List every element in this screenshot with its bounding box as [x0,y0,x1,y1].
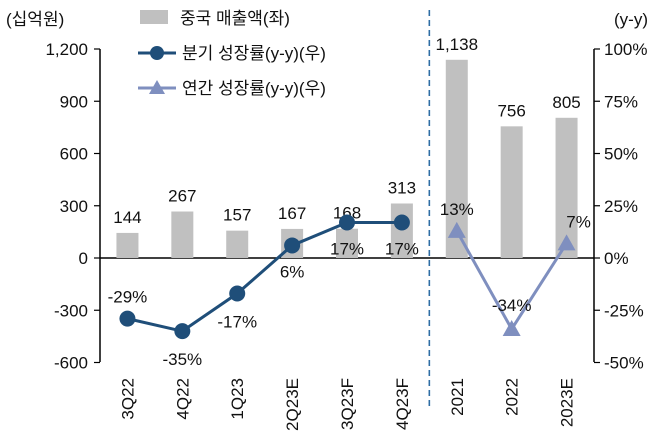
left-tick-label: -600 [54,354,88,373]
left-tick-label: 900 [60,92,88,111]
category-label: 1Q23 [228,378,247,420]
category-label: 2Q23E [283,378,302,431]
category-label: 3Q22 [118,378,137,420]
bar-2022 [500,126,523,258]
left-axis-unit-label: (십억원) [6,10,64,29]
point-marker [229,285,246,302]
bar-value-label: 805 [552,93,580,112]
legend-bar-label: 중국 매출액(좌) [180,9,290,28]
legend-annual-label: 연간 성장률(y-y)(우) [182,79,326,98]
bar-value-label: 313 [388,178,416,197]
left-tick-label: 300 [60,197,88,216]
category-label: 2021 [448,378,467,416]
legend-quarterly-marker [150,46,164,60]
legend-quarterly-label: 분기 성장률(y-y)(우) [182,44,326,63]
right-tick-label: 25% [604,197,638,216]
point-marker [393,214,410,231]
right-tick-label: 100% [604,40,647,59]
right-tick-label: 50% [604,145,638,164]
legend: 중국 매출액(좌) 분기 성장률(y-y)(우) 연간 성장률(y-y)(우) [138,9,326,98]
left-tick-label: -300 [54,301,88,320]
category-label: 3Q23F [338,378,357,430]
line-series [119,214,576,340]
point-marker [447,221,466,238]
line-quarterly [127,220,402,333]
bar-2021 [445,59,468,258]
point-value-labels: -29% -35% -17% 6% 17% 17% 13% -34% 7% [108,200,591,369]
right-tick-label: 0% [604,249,629,268]
point-value-label: 17% [330,239,364,258]
point-value-label: 17% [385,239,419,258]
bar-value-label: 144 [113,208,141,227]
category-label: 2023E [558,378,577,427]
left-axis-ticks: 1,200 900 600 300 0 -300 -600 [45,40,100,373]
right-tick-label: -50% [604,354,644,373]
bar-value-label: 157 [223,206,251,225]
bar-value-label: 267 [168,186,196,205]
category-label: 4Q23F [393,378,412,430]
bar-3Q22 [116,232,139,258]
point-marker [557,234,576,251]
right-tick-label: 75% [604,92,638,111]
bar-3Q23F [336,228,358,258]
point-marker [339,214,355,231]
point-value-label: 6% [280,262,305,281]
bar-value-label: 756 [497,101,525,120]
left-tick-label: 0 [79,249,88,268]
category-labels: 3Q22 4Q22 1Q23 2Q23E 3Q23F 4Q23F 2021 2022 2023E [118,378,576,431]
category-label: 4Q22 [173,378,192,420]
point-value-label: 13% [440,200,474,219]
bar-value-labels: 144 267 157 167 168 313 1,138 756 805 [113,35,580,227]
left-tick-label: 1,200 [45,40,88,59]
point-marker [119,310,136,327]
point-value-label: -17% [217,313,257,332]
left-tick-label: 600 [60,145,88,164]
point-value-label: -29% [108,288,148,307]
point-value-label: 7% [566,212,591,231]
right-axis-unit-label: (y-y) [614,10,648,29]
bar-4Q22 [171,211,194,258]
point-marker [174,323,191,340]
legend-bar-swatch [140,10,168,24]
point-value-label: -34% [492,296,532,315]
bar-2023E [555,117,578,258]
point-value-label: -35% [162,350,202,369]
legend-annual-marker [149,80,165,94]
point-marker [502,320,521,337]
right-axis-ticks: 100% 75% 50% 25% 0% -25% -50% [594,40,647,373]
category-label: 2022 [503,378,522,416]
bar-value-label: 1,138 [436,35,479,54]
bar-value-label: 167 [278,204,306,223]
point-marker [284,237,301,254]
bar-1Q23 [226,230,249,258]
bar-value-label: 168 [333,204,361,223]
right-tick-label: -25% [604,301,644,320]
